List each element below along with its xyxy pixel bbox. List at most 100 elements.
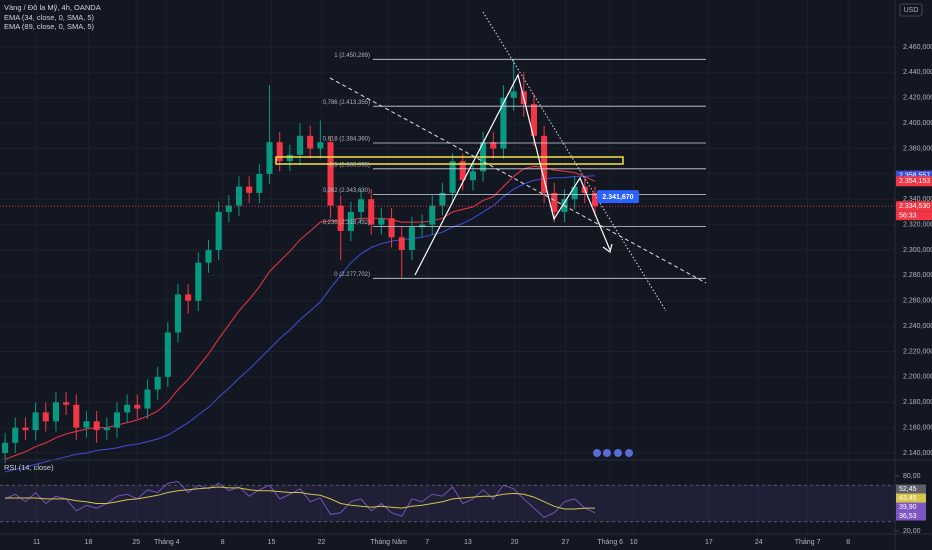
icon bbox=[625, 449, 633, 457]
price-tag bbox=[896, 201, 932, 212]
y-tick-label: 2.380,000 bbox=[903, 145, 932, 152]
candle-body bbox=[469, 171, 476, 181]
candle-body bbox=[124, 404, 131, 413]
candle-body bbox=[307, 135, 314, 149]
candle-body bbox=[276, 142, 283, 162]
candle-body bbox=[32, 412, 39, 431]
rsi-tick-label: 80,00 bbox=[903, 473, 921, 480]
y-tick-label: 2.180,000 bbox=[903, 399, 932, 406]
candle-body bbox=[215, 211, 222, 250]
x-tick-label: 11 bbox=[33, 539, 40, 546]
candle-body bbox=[419, 224, 426, 228]
price-tag bbox=[896, 176, 932, 187]
candle-body bbox=[113, 412, 121, 428]
currency: USD bbox=[904, 7, 919, 14]
candle-body bbox=[154, 376, 161, 390]
candle-body bbox=[144, 389, 151, 409]
rsi-value-label: 36,53 bbox=[899, 513, 917, 520]
y-tick-label: 2.440,000 bbox=[903, 69, 932, 76]
currency-box[interactable] bbox=[899, 3, 923, 17]
indicator-label: EMA (34, close, 0, SMA, 5) bbox=[4, 13, 95, 22]
x-tick-label: 20 bbox=[511, 539, 519, 546]
rsi-value-tag bbox=[896, 511, 926, 521]
y-tick-label: 2.140,000 bbox=[903, 450, 932, 457]
annotation-box bbox=[597, 190, 639, 204]
y-tick-label: 2.460,000 bbox=[903, 44, 932, 51]
candle-body bbox=[42, 412, 49, 422]
candle-body bbox=[164, 332, 171, 377]
y-tick-label: 2.320,000 bbox=[903, 221, 932, 228]
candle-body bbox=[449, 161, 456, 193]
trendline-dotted bbox=[482, 11, 667, 312]
candle-body bbox=[429, 205, 436, 225]
annotation-label: 2.341,670 bbox=[602, 194, 633, 201]
candle-body bbox=[551, 192, 558, 212]
fib-label: 0,618 (2.384,360) bbox=[323, 137, 370, 143]
candle-body bbox=[571, 186, 578, 200]
candle-body bbox=[246, 186, 253, 193]
x-tick-label: 10 bbox=[630, 539, 638, 546]
y-tick-label: 2.400,000 bbox=[903, 120, 932, 127]
y-tick-label: 2.220,000 bbox=[903, 348, 932, 355]
fib-label: 0,236 (2.318,432) bbox=[323, 220, 370, 226]
candle-body bbox=[398, 237, 405, 250]
candle-body bbox=[510, 91, 517, 98]
y-tick-label: 2.420,000 bbox=[903, 95, 932, 102]
trendline-dashed bbox=[329, 77, 707, 284]
fib-label: 0,5 (2.363,995) bbox=[329, 162, 370, 168]
x-tick-label: 8 bbox=[846, 539, 850, 546]
price-tag bbox=[896, 170, 932, 181]
candle-body bbox=[63, 402, 70, 405]
ema-line bbox=[4, 165, 596, 460]
candle-body bbox=[266, 142, 273, 174]
fib-label: 0,786 (2.413,355) bbox=[323, 100, 370, 106]
x-tick-label: 7 bbox=[425, 539, 429, 546]
candle-body bbox=[337, 205, 344, 231]
x-tick-label: Tháng Năm bbox=[370, 539, 407, 546]
x-tick-label: 18 bbox=[85, 539, 93, 546]
drawings: 1 (2.450,289) 0,786 (2.413,355) 0,618 (2.3… bbox=[275, 11, 707, 457]
fib-label: 0 (2.277,702) bbox=[334, 272, 370, 278]
y-tick-label: 2.160,000 bbox=[903, 424, 932, 431]
candle-body bbox=[185, 294, 192, 301]
rsi-value-label: 39,90 bbox=[899, 504, 917, 511]
countdown-box bbox=[896, 211, 932, 221]
symbol-title: Vàng / Đô la Mỹ, 4h, OANDA bbox=[4, 3, 101, 12]
candle-body bbox=[530, 104, 537, 136]
y-tick-label: 2.260,000 bbox=[903, 298, 932, 305]
candle-body bbox=[459, 161, 466, 181]
candle-body bbox=[256, 173, 263, 193]
rsi-line bbox=[4, 481, 596, 518]
x-tick-label: Tháng 4 bbox=[154, 539, 180, 546]
candle-body bbox=[439, 192, 446, 206]
ema-line bbox=[4, 175, 596, 473]
rsi-ma-line bbox=[5, 486, 595, 510]
candle-body bbox=[591, 192, 599, 207]
candle-body bbox=[134, 404, 141, 409]
y-tick-label: 2.340,000 bbox=[903, 196, 932, 203]
rsi-value-label: 52,45 bbox=[899, 486, 917, 493]
x-tick-label: 8 bbox=[221, 539, 225, 546]
candle-body bbox=[317, 142, 324, 149]
rsi-value-tag bbox=[896, 493, 926, 503]
fib-label: 1 (2.450,289) bbox=[334, 53, 370, 59]
candle-body bbox=[490, 142, 497, 149]
candle-body bbox=[103, 427, 110, 431]
y-tick-label: 2.240,000 bbox=[903, 323, 932, 330]
candle-body bbox=[73, 404, 80, 428]
rsi-title: RSI (14, close) bbox=[4, 463, 54, 472]
x-tick-label: 27 bbox=[562, 539, 570, 546]
price-tag-label: 2.334,530 bbox=[899, 203, 930, 210]
x-tick-label: 22 bbox=[317, 539, 325, 546]
candle-body bbox=[286, 154, 293, 162]
candle-body bbox=[347, 211, 354, 231]
candle-body bbox=[500, 97, 507, 149]
arrow-head bbox=[602, 243, 613, 254]
candle-body bbox=[358, 199, 365, 212]
candle-body bbox=[12, 427, 19, 443]
candle-body bbox=[408, 227, 415, 250]
candle-body bbox=[2, 442, 9, 453]
x-tick-label: 24 bbox=[755, 539, 763, 546]
zone-rect bbox=[275, 156, 624, 165]
